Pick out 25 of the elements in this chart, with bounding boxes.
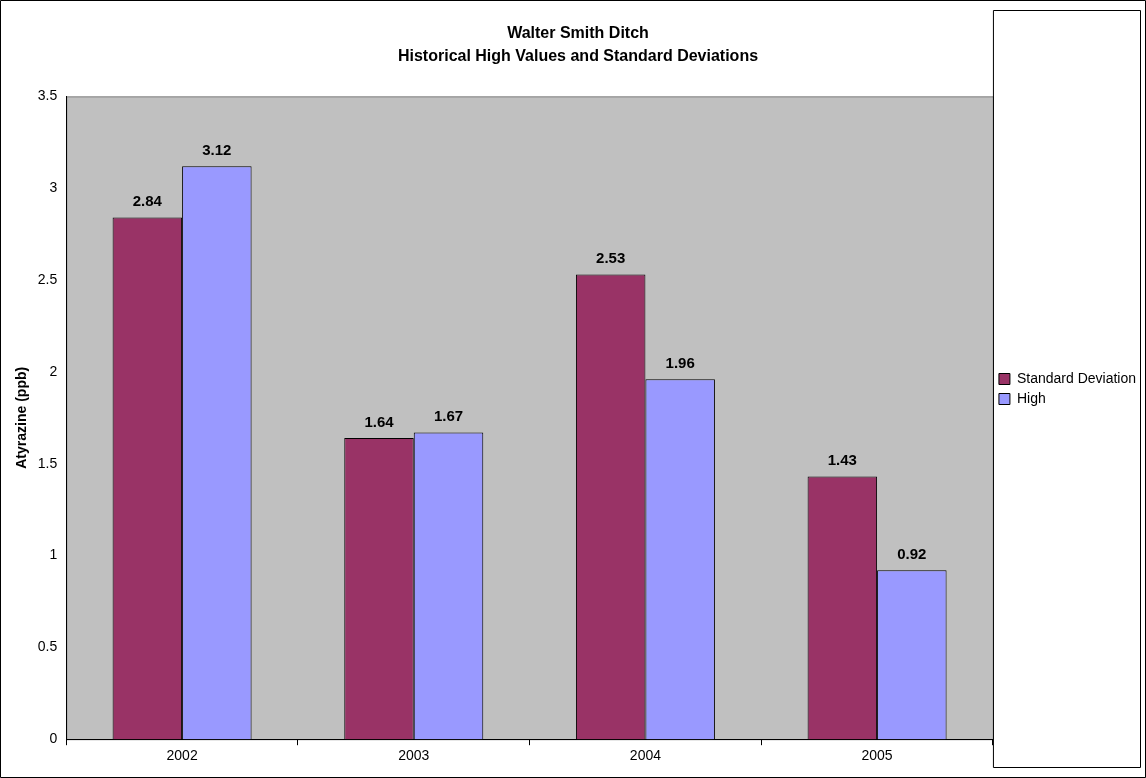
data-label: 0.92	[897, 544, 927, 562]
chart-subtitle: Historical High Values and Standard Deviations	[397, 47, 759, 65]
x-tick-label: 2004	[629, 747, 662, 764]
data-label: 1.67	[433, 407, 464, 425]
data-label: 2.53	[596, 249, 626, 267]
data-label: 2.84	[132, 192, 163, 210]
y-tick-label: 3.5	[37, 87, 58, 104]
y-tick-label: 2.5	[37, 270, 58, 287]
y-tick-label: 0.5	[37, 638, 58, 655]
legend-label: High	[1016, 389, 1046, 406]
data-label: 1.96	[665, 353, 695, 371]
x-tick-label: 2005	[861, 747, 893, 764]
legend-label: Standard Deviation	[1016, 369, 1136, 386]
y-axis-title: Atyrazine (ppb)	[13, 366, 30, 469]
y-tick-label: 0	[49, 730, 58, 747]
y-tick-label: 3	[49, 179, 58, 196]
y-tick-label: 2	[49, 362, 58, 379]
x-tick-label: 2003	[398, 747, 430, 764]
data-label: 1.64	[364, 412, 395, 430]
data-label: 1.43	[827, 451, 857, 469]
y-tick-label: 1.5	[37, 454, 58, 471]
data-label: 3.12	[202, 140, 232, 158]
chart-title: Walter Smith Ditch	[507, 24, 649, 42]
x-tick-label: 2002	[166, 747, 198, 764]
y-tick-label: 1	[49, 546, 58, 563]
